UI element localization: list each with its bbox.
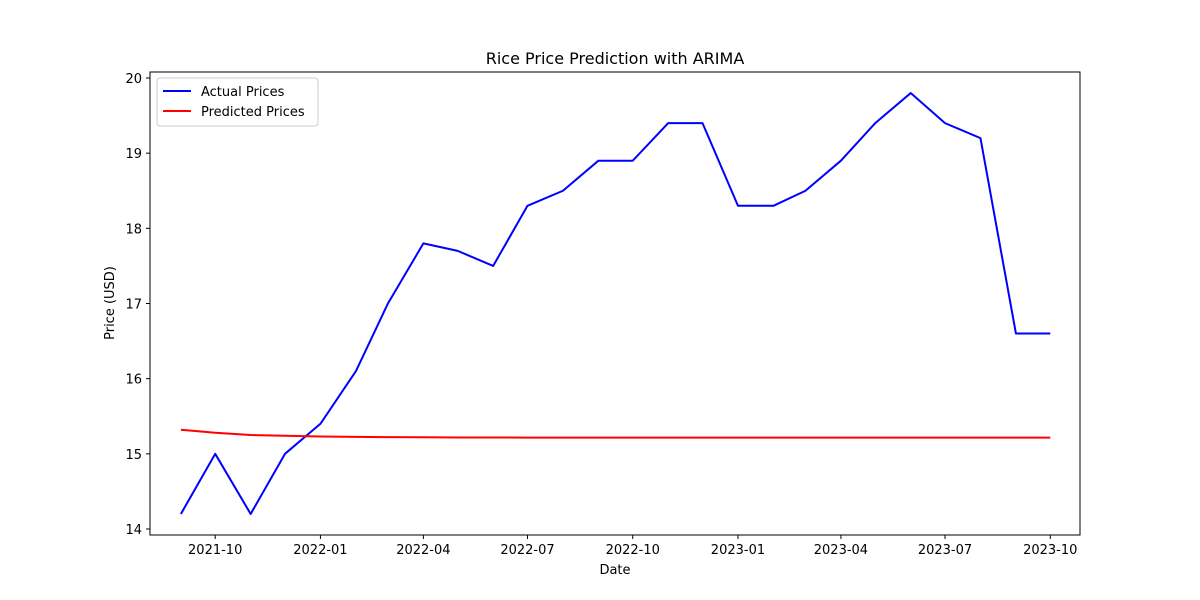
y-axis: 14 15 16 17 18 19 20 [125,72,150,538]
y-tick-label: 19 [125,147,142,162]
y-tick-label: 17 [125,298,142,313]
series-line-predicted [180,428,1051,439]
x-tick-label: 2021-10 [188,543,242,558]
chart-title: Rice Price Prediction with ARIMA [486,49,745,68]
y-tick-label: 15 [125,448,142,463]
series-layer [180,92,1051,515]
x-tick-label: 2023-10 [1023,543,1077,558]
x-tick-label: 2022-10 [606,543,660,558]
x-tick-label: 2023-07 [918,543,972,558]
x-tick-label: 2022-07 [500,543,554,558]
series-line-actual [180,92,1051,515]
x-tick-label: 2022-04 [396,543,450,558]
x-axis: 2021-10 2022-01 2022-04 2022-07 2022-10 2023-… [188,535,1077,558]
y-tick-label: 14 [125,523,142,538]
legend: Actual Prices Predicted Prices [156,77,319,127]
y-tick-label: 16 [125,373,142,388]
y-tick-label: 20 [125,72,142,87]
y-axis-label: Price (USD) [103,266,118,340]
x-tick-label: 2023-04 [814,543,868,558]
x-tick-label: 2023-01 [711,543,765,558]
legend-box [156,77,319,127]
plot-area [149,71,1081,536]
legend-label-actual: Actual Prices [201,85,285,100]
legend-label-predicted: Predicted Prices [201,105,305,120]
y-tick-label: 18 [125,222,142,237]
x-tick-label: 2022-01 [293,543,347,558]
x-axis-label: Date [599,563,630,578]
